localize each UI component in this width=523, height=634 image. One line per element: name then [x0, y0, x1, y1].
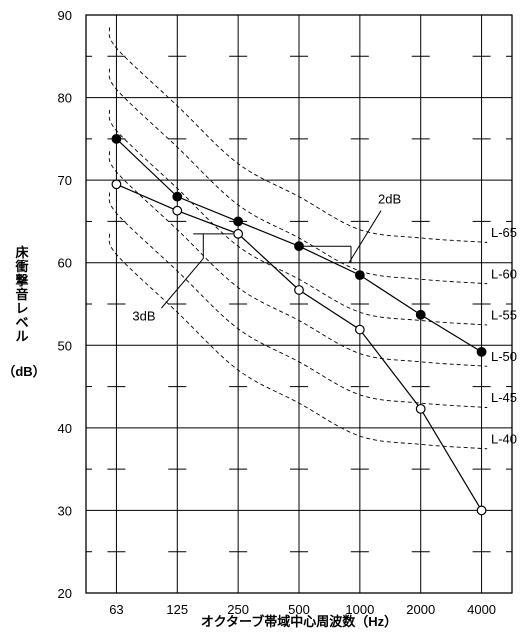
y-axis-title-unit: （dB）	[2, 364, 45, 379]
y-tick-label: 50	[58, 338, 72, 353]
reference-curve-label: L-60	[491, 266, 517, 281]
tick-labels: 20 30 40 50 60 70 80 90 63 125 250 500 1000 2000 4000	[58, 8, 497, 617]
annotation-leader	[161, 258, 204, 309]
x-tick-label: 1000	[345, 602, 374, 617]
y-axis-title-char: 音	[15, 287, 28, 302]
data-point-filled	[172, 191, 183, 202]
y-tick-label: 90	[58, 8, 72, 23]
grid	[85, 14, 513, 594]
y-tick-label: 30	[58, 503, 72, 518]
y-tick-label: 80	[58, 91, 72, 106]
data-point-filled	[294, 241, 304, 252]
reference-curve-label: L-50	[491, 349, 517, 364]
y-axis-title-char: レ	[15, 301, 28, 316]
y-axis-title-char: ル	[15, 329, 28, 344]
y-tick-label: 20	[58, 586, 72, 601]
data-point-open	[476, 505, 487, 516]
x-tick-label: 125	[166, 602, 188, 617]
data-point-open	[172, 205, 183, 216]
reference-curve-label: L-45	[491, 390, 517, 405]
reference-curve-label: L-40	[491, 432, 517, 447]
data-point-open	[354, 324, 365, 335]
data-point-filled	[415, 309, 426, 320]
x-tick-label: 250	[227, 602, 249, 617]
y-axis-title-char: 衝	[14, 259, 28, 274]
y-tick-label: 70	[58, 173, 72, 188]
x-tick-label: 500	[288, 602, 310, 617]
x-tick-label: 4000	[467, 602, 496, 617]
x-axis-title: オクターブ帯域中心周波数（Hz）	[201, 614, 397, 629]
reference-curve	[108, 109, 488, 326]
data-point-open	[111, 179, 122, 190]
annotations: 2dB 3dB	[132, 191, 401, 323]
data-series	[111, 133, 487, 516]
reference-curve	[108, 68, 488, 285]
reference-curve	[108, 27, 488, 243]
data-point-open	[294, 285, 304, 295]
reference-curve	[108, 192, 488, 408]
reference-curve	[108, 233, 488, 450]
y-axis-title-char: ベ	[15, 315, 28, 330]
reference-curves	[108, 27, 488, 450]
x-tick-label: 2000	[406, 602, 435, 617]
data-point-open	[233, 228, 244, 239]
annotation-label-2db: 2dB	[378, 191, 401, 206]
data-point-open	[415, 403, 426, 414]
data-point-filled	[233, 216, 244, 227]
annotation-leader	[348, 210, 382, 263]
annotation-label-3db: 3dB	[132, 309, 155, 324]
data-point-filled	[354, 270, 365, 281]
x-tick-label: 63	[109, 602, 123, 617]
data-point-filled	[476, 346, 487, 357]
reference-curve-labels: L-65 L-60 L-55 L-50 L-45 L-40	[491, 225, 517, 446]
y-tick-label: 40	[58, 421, 72, 436]
data-point-filled	[111, 133, 122, 144]
y-tick-label: 60	[58, 256, 72, 271]
reference-curve-label: L-65	[491, 225, 517, 240]
y-axis-title-char: 床	[15, 245, 29, 260]
reference-curve	[108, 151, 488, 367]
y-axis-title-char: 撃	[15, 273, 28, 288]
reference-curve-label: L-55	[491, 308, 517, 323]
